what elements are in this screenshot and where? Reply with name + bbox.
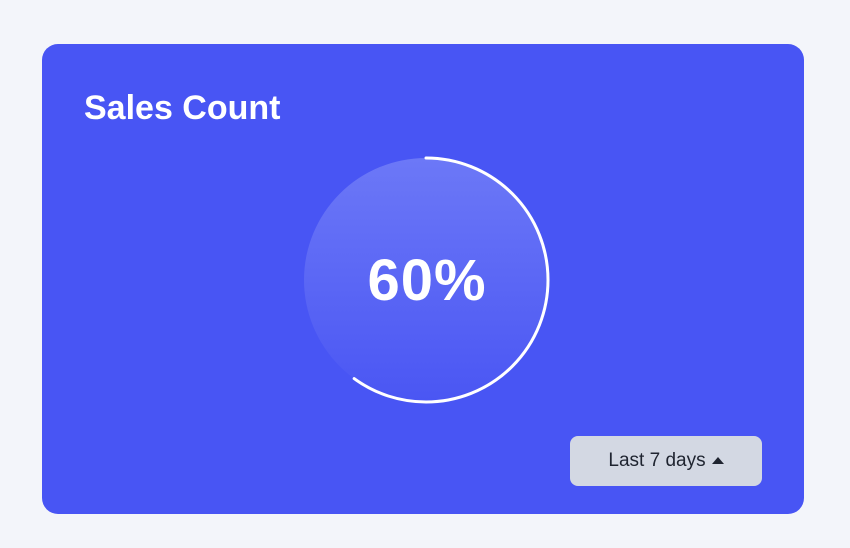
- gauge-progress-arc: [302, 156, 550, 404]
- date-range-dropdown[interactable]: Last 7 days: [570, 436, 762, 486]
- gauge-disc: [304, 158, 548, 402]
- card-title: Sales Count: [84, 89, 281, 127]
- date-range-label: Last 7 days: [608, 450, 706, 471]
- caret-up-icon: [711, 456, 724, 464]
- gauge-percentage: 60%: [367, 247, 487, 313]
- progress-gauge: 60%: [302, 155, 552, 405]
- gauge-graphic: [302, 156, 550, 404]
- sales-count-card: Sales Count 60% Last 7 days: [42, 44, 804, 514]
